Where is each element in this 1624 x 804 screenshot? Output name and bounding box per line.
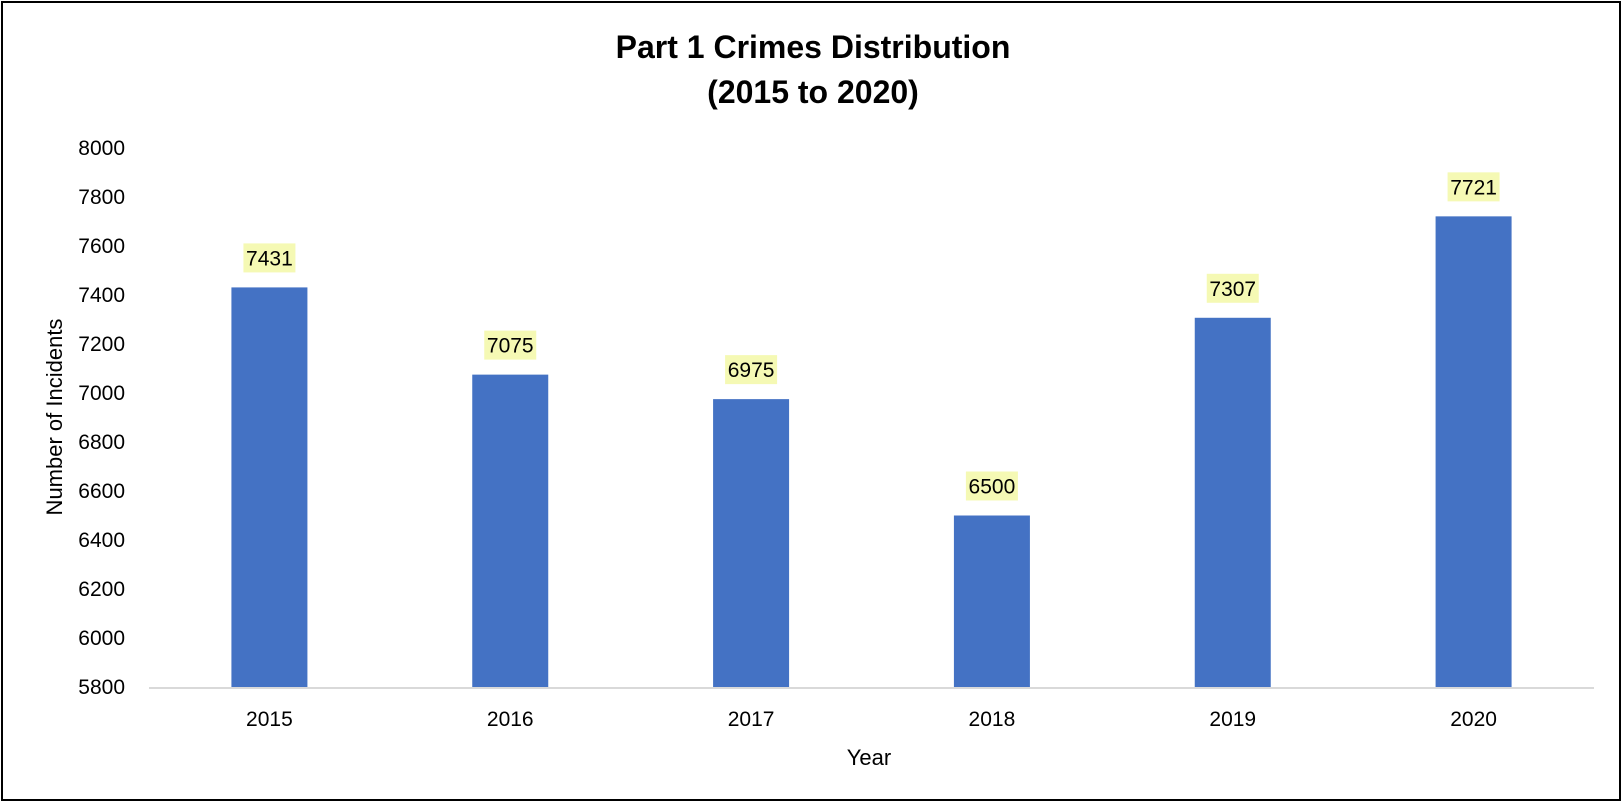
x-tick-label: 2015: [246, 708, 293, 731]
y-tick-label: 6000: [78, 627, 125, 650]
y-tick-label: 7000: [78, 382, 125, 405]
bar-2020: [1435, 216, 1512, 688]
y-tick-label: 5800: [78, 676, 125, 699]
chart-title-line-2: (2015 to 2020): [707, 74, 919, 110]
y-tick-label: 6800: [78, 431, 125, 454]
y-axis-title: Number of Incidents: [42, 319, 67, 516]
data-label-background: [725, 355, 778, 385]
x-tick-label: 2019: [1209, 708, 1256, 731]
x-tick-label: 2016: [487, 708, 534, 731]
x-tick-label: 2018: [969, 708, 1016, 731]
y-tick-label: 6200: [78, 578, 125, 601]
x-tick-label: 2017: [728, 708, 775, 731]
y-tick-label: 6400: [78, 529, 125, 552]
y-tick-label: 7400: [78, 284, 125, 307]
bar-2018: [953, 515, 1030, 687]
bar-2016: [472, 374, 549, 687]
data-label-background: [484, 330, 537, 360]
data-label-background: [243, 243, 296, 273]
data-label-2015: 7431: [246, 247, 293, 270]
data-label-2020: 7721: [1450, 176, 1497, 199]
y-axis-ticks: 5800 6000 6200 6400 6600 6800 7000 7200 7400 7600…: [78, 137, 125, 699]
bar-2015: [231, 287, 308, 687]
y-tick-label: 6600: [78, 480, 125, 503]
data-label-2018: 6500: [969, 476, 1016, 499]
bars-group: [231, 216, 1512, 688]
chart-svg: Part 1 Crimes Distribution (2015 to 2020…: [42, 29, 1594, 770]
y-tick-label: 7800: [78, 186, 125, 209]
chart-title-line-1: Part 1 Crimes Distribution: [616, 29, 1011, 65]
bar-2017: [713, 399, 790, 687]
x-axis-ticks: 2015 2016 2017 2018 2019 2020: [246, 708, 1497, 731]
x-tick-label: 2020: [1450, 708, 1497, 731]
data-label-background: [1206, 273, 1259, 303]
data-label-2019: 7307: [1209, 278, 1256, 301]
data-labels-group: 7431 7075 6975 6500 7307 7721: [243, 172, 1500, 501]
data-label-2016: 7075: [487, 335, 534, 358]
y-tick-label: 7600: [78, 235, 125, 258]
data-label-background: [965, 471, 1018, 501]
bar-2019: [1194, 317, 1271, 687]
y-tick-label: 7200: [78, 333, 125, 356]
y-tick-label: 8000: [78, 137, 125, 160]
x-axis-title: Year: [847, 745, 891, 770]
data-label-2017: 6975: [728, 359, 775, 382]
data-label-background: [1447, 172, 1500, 202]
